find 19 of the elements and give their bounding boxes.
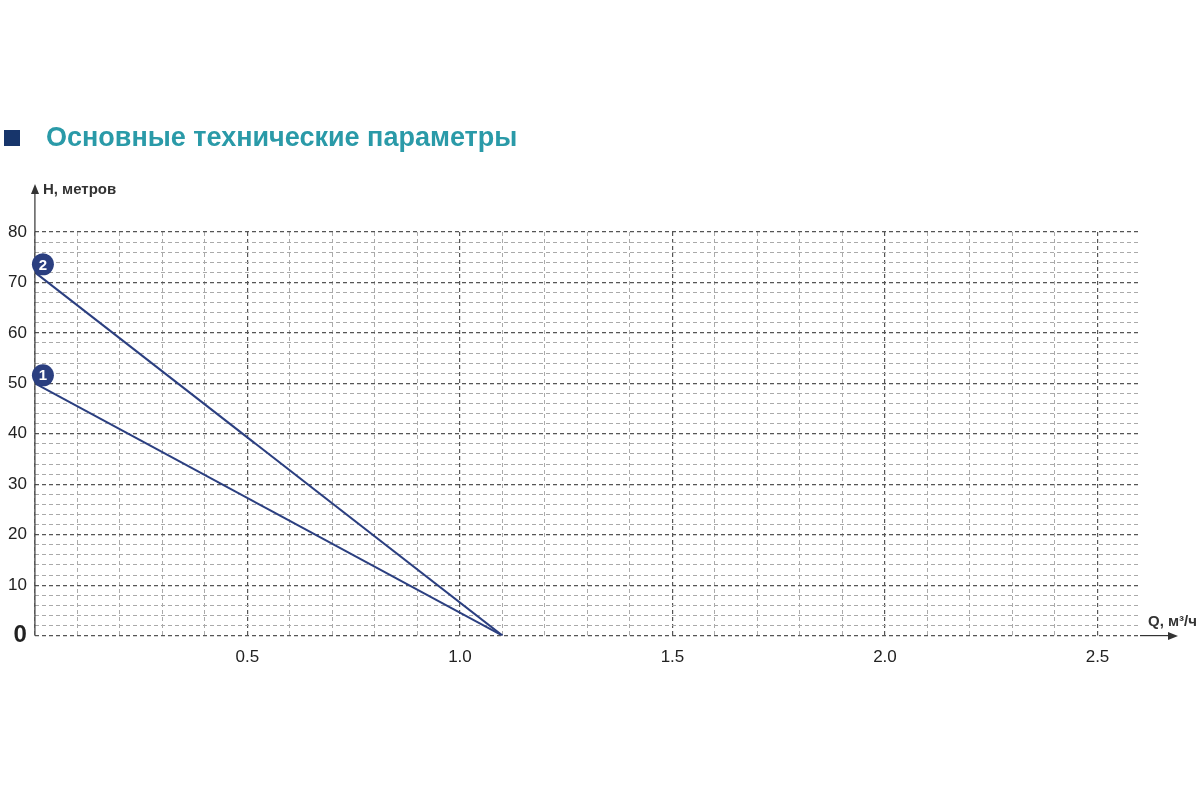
y-tick-label: 70 [7, 272, 27, 292]
series-label: 1 [38, 366, 48, 384]
chart-title: Основные технические параметры [46, 122, 518, 153]
y-tick-label: 60 [7, 322, 27, 342]
y-tick-label: 0 [13, 620, 27, 648]
y-tick-label: 20 [7, 524, 27, 544]
y-tick-label: 30 [7, 473, 27, 493]
series-label: 2 [38, 255, 48, 273]
y-tick-label: 40 [7, 423, 27, 443]
x-tick-label: 2.5 [1085, 647, 1110, 667]
x-tick-label: 1.5 [660, 647, 685, 667]
y-tick-label: 10 [7, 574, 27, 594]
x-tick-label: 0.5 [235, 647, 260, 667]
x-axis-title: Q, м³/ч [1148, 611, 1197, 629]
y-tick-label: 50 [7, 373, 27, 393]
x-tick-label: 1.0 [448, 647, 472, 667]
x-tick-label: 2.0 [873, 647, 897, 667]
y-axis-title: H, метров [42, 180, 117, 198]
y-tick-label: 80 [7, 221, 27, 241]
